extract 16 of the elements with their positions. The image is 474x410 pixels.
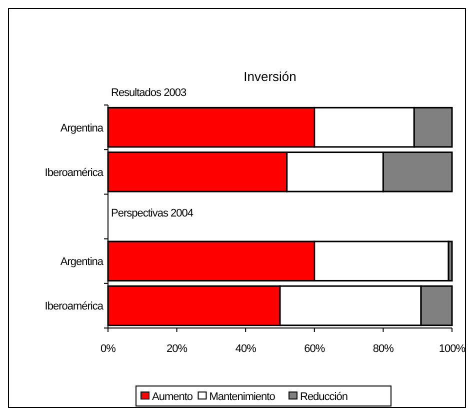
legend-label: Reducción: [300, 391, 348, 403]
annotation: Perspectivas 2004: [111, 208, 194, 220]
legend-label: Mantenimiento: [209, 391, 276, 403]
y-tick-label: Iberoamérica: [44, 300, 104, 313]
x-tick-label: 0%: [100, 343, 116, 355]
chart-title: Inversión: [244, 69, 296, 84]
x-tick-label: 100%: [438, 343, 466, 355]
x-tick-label: 80%: [372, 343, 394, 355]
y-tick-label: Argentina: [60, 122, 104, 134]
y-tick-label: Iberoamérica: [44, 166, 104, 179]
y-tick-label: Argentina: [60, 256, 104, 268]
x-tick-label: 60%: [304, 343, 326, 355]
legend-label: Aumento: [152, 391, 193, 403]
text: Resultados 2003: [111, 87, 186, 99]
x-tick-label: 20%: [166, 343, 188, 355]
x-tick-label: 40%: [235, 343, 257, 355]
